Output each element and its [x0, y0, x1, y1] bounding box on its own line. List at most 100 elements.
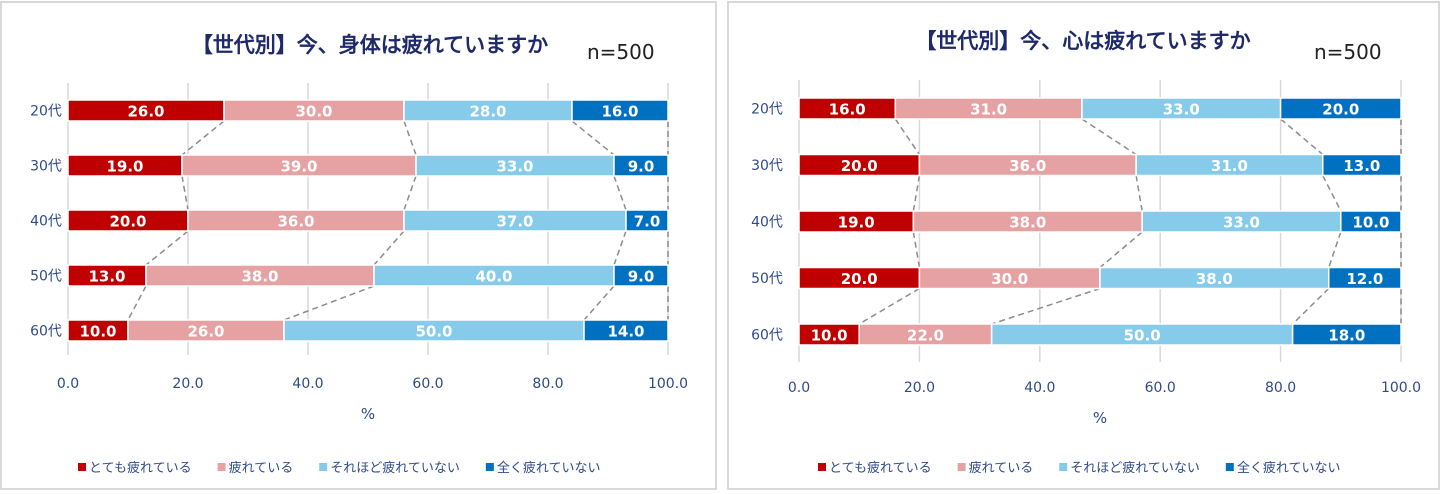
series-line-segment [181, 175, 189, 211]
bar-data-label: 33.0 [496, 158, 533, 176]
category-label: 60代 [30, 324, 62, 340]
chart-panel-mind-fatigue: 【世代別】今、心は疲れていますか n=500 0.0 20.0 40.0 60.0 80.0… [727, 1, 1440, 490]
category-label: 30代 [751, 158, 783, 174]
x-tick-label: 20.0 [172, 376, 203, 392]
sample-size-label: n=500 [587, 40, 655, 64]
series-line-segment [1322, 175, 1342, 212]
legend-label: 全く疲れていない [497, 460, 601, 476]
series-line-segment [403, 175, 417, 211]
series-line-segment [912, 175, 921, 212]
bar-data-label: 19.0 [106, 158, 143, 176]
bar-data-label: 10.0 [79, 323, 116, 341]
x-axis-label: % [1093, 409, 1107, 427]
x-axis-label: % [361, 405, 375, 423]
series-line-segment [912, 231, 921, 268]
legend-label: それほど疲れていない [330, 460, 460, 476]
legend-swatch [957, 463, 966, 471]
chart-title: 【世代別】今、心は疲れていますか [915, 29, 1250, 53]
series-line-segment [1135, 175, 1143, 212]
bar-data-label: 13.0 [1343, 157, 1380, 175]
legend-label: とても疲れている [829, 460, 932, 476]
series-line-segment [1280, 118, 1324, 156]
series-line-segment [613, 230, 627, 266]
legend-swatch [1059, 463, 1068, 471]
bar-data-label: 40.0 [475, 268, 512, 286]
legend-label: 全く疲れていない [1237, 460, 1341, 476]
chart-title: 【世代別】今、身体は疲れていますか [192, 33, 548, 57]
bar-data-label: 19.0 [838, 214, 875, 232]
bar-data-label: 26.0 [187, 323, 224, 341]
bar-data-label: 38.0 [1009, 214, 1046, 232]
category-label: 20代 [751, 102, 783, 118]
bar-segment [1279, 97, 1402, 120]
legend-item: それほど疲れていない [319, 460, 460, 476]
legend-item: とても疲れている [78, 460, 192, 476]
series-line-segment [894, 118, 921, 155]
legend-label: 疲れている [969, 460, 1034, 476]
bar-data-label: 50.0 [1124, 327, 1161, 345]
bar-data-label: 14.0 [607, 323, 644, 341]
legend-swatch [217, 463, 226, 471]
bar-data-label: 20.0 [841, 270, 878, 288]
bar-data-label: 30.0 [295, 103, 332, 121]
bar-data-label: 9.0 [628, 158, 655, 176]
bar-data-label: 33.0 [1163, 101, 1200, 119]
x-tick-label: 20.0 [904, 380, 935, 396]
legend-swatch [319, 463, 328, 471]
series-line-segment [613, 175, 627, 211]
chart-body-fatigue: 【世代別】今、身体は疲れていますか n=500 0.0 20.0 40.0 60.0 80.… [30, 33, 688, 476]
bar-data-label: 10.0 [811, 327, 848, 345]
legend-swatch [78, 463, 86, 471]
series-line-segment [403, 120, 417, 156]
x-tick-label: 0.0 [788, 380, 810, 396]
bar-segment [1321, 153, 1402, 177]
bar-data-label: 30.0 [991, 270, 1028, 288]
category-label: 60代 [751, 328, 783, 344]
x-tick-label: 40.0 [1024, 380, 1055, 396]
bar-data-label: 10.0 [1352, 214, 1389, 232]
bar-data-label: 13.0 [88, 268, 125, 286]
bar-data-label: 31.0 [1211, 157, 1248, 175]
legend-item: 全く疲れていない [485, 460, 601, 476]
bar-segment [625, 209, 669, 232]
series-line-segment [181, 120, 225, 156]
series-line-segment [571, 120, 615, 156]
bar-data-label: 39.0 [280, 158, 317, 176]
bar-segment [1340, 210, 1402, 233]
series-line-segment [583, 285, 615, 321]
legend-label: それほど疲れていない [1070, 460, 1200, 476]
legend-label: 疲れている [229, 460, 294, 476]
series-line-segment [1099, 231, 1143, 269]
bar-segment [583, 319, 669, 342]
series-lines [858, 118, 1402, 325]
series-lines [127, 120, 669, 321]
bar-data-label: 20.0 [1322, 101, 1359, 119]
x-tick-label: 100.0 [1381, 380, 1421, 396]
bar-data-label: 20.0 [841, 157, 878, 175]
x-tick-label: 100.0 [648, 376, 688, 392]
bar-data-label: 31.0 [970, 101, 1007, 119]
legend-item: 疲れている [957, 460, 1034, 476]
bar-data-label: 18.0 [1328, 327, 1365, 345]
legend-swatch [485, 463, 494, 471]
category-label: 50代 [751, 271, 783, 287]
category-label: 30代 [30, 159, 62, 175]
bar-segment [1291, 323, 1402, 346]
bar-segment [613, 154, 669, 177]
bar-data-label: 9.0 [628, 268, 655, 286]
bar-segment [613, 264, 669, 287]
chart-mind-fatigue: 【世代別】今、心は疲れていますか n=500 0.0 20.0 40.0 60.0 80.0… [751, 29, 1421, 476]
x-tick-label: 40.0 [292, 376, 323, 392]
bar-data-label: 16.0 [829, 101, 866, 119]
sample-size-label: n=500 [1314, 40, 1382, 64]
bar-data-label: 28.0 [469, 103, 506, 121]
bar-data-label: 33.0 [1223, 214, 1260, 232]
series-line-segment [127, 285, 147, 321]
chart-panel-body-fatigue: 【世代別】今、身体は疲れていますか n=500 0.0 20.0 40.0 60.0 80.… [0, 1, 717, 490]
x-tick-label: 80.0 [532, 376, 563, 392]
legend-label: とても疲れている [89, 460, 192, 476]
legend-item: とても疲れている [818, 460, 932, 476]
category-label: 50代 [30, 269, 62, 285]
bar-data-label: 22.0 [907, 327, 944, 345]
bar-data-label: 7.0 [634, 213, 661, 231]
